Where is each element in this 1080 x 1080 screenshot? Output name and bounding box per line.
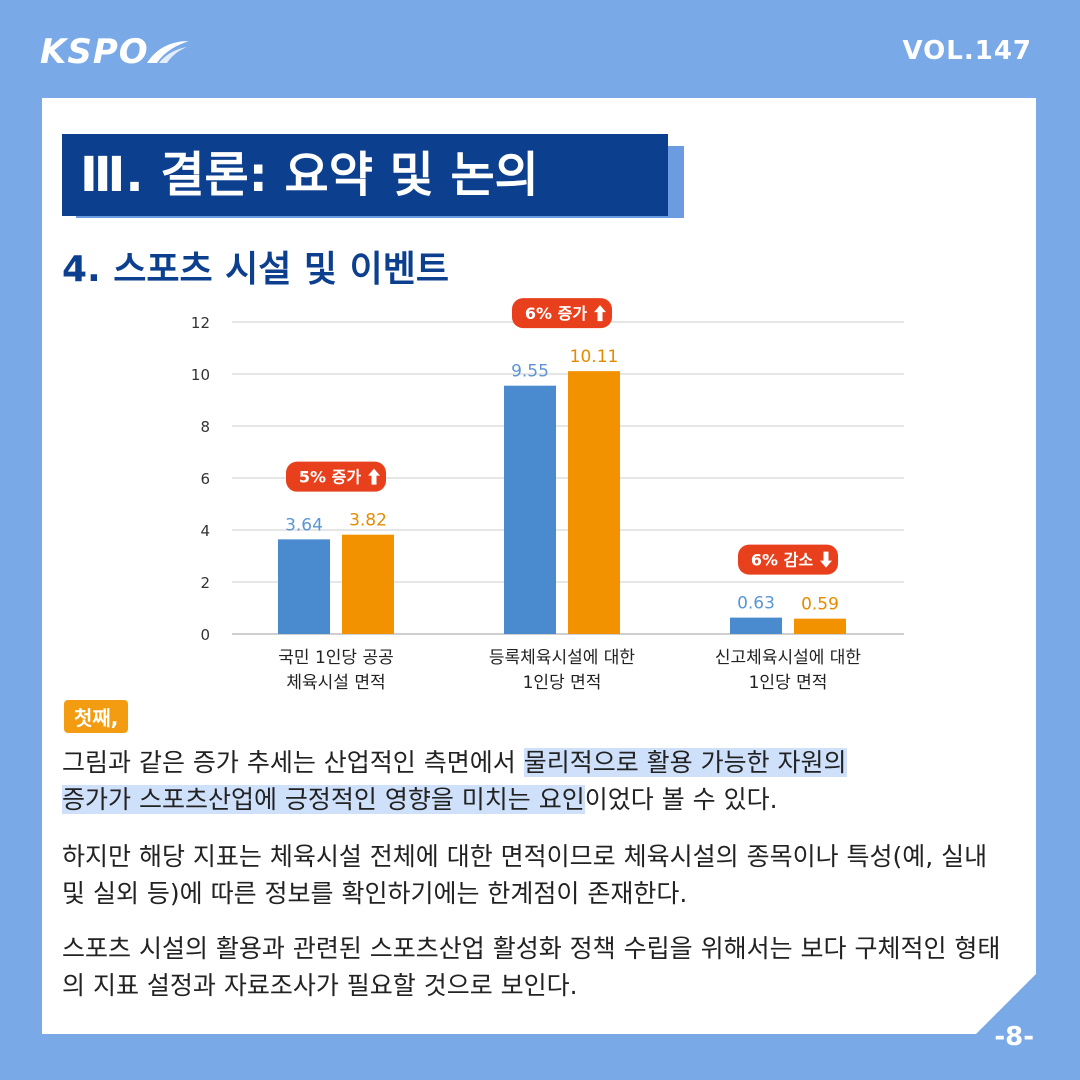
- y-tick-label: 4: [200, 522, 210, 540]
- kspo-logo: KSPO: [40, 30, 191, 74]
- page-number: -8-: [994, 1022, 1034, 1052]
- x-category-label: 체육시설 면적: [286, 673, 385, 693]
- data-label: 3.82: [349, 511, 387, 531]
- subsection-title: 4. 스포츠 시설 및 이벤트: [62, 249, 449, 290]
- bar: [504, 385, 556, 634]
- x-category-label: 신고체육시설에 대한: [715, 648, 862, 668]
- change-badge-label: 6% 감소: [751, 551, 813, 570]
- volume-label: VOL.147: [902, 36, 1032, 66]
- bar: [730, 617, 782, 634]
- data-label: 0.63: [737, 594, 775, 614]
- data-label: 0.59: [801, 595, 839, 615]
- y-tick-label: 0: [200, 626, 210, 644]
- x-category-label: 1인당 면적: [749, 673, 828, 693]
- y-tick-label: 10: [191, 366, 210, 384]
- paragraph-1: 그림과 같은 증가 추세는 산업적인 측면에서 물리적으로 활용 가능한 자원의…: [62, 744, 1002, 818]
- arrow-down-icon: [820, 551, 832, 568]
- change-badge: [512, 298, 612, 329]
- y-tick-label: 6: [200, 470, 210, 488]
- bar: [278, 539, 330, 634]
- bar: [794, 618, 846, 634]
- section-title: Ⅲ. 결론: 요약 및 논의: [62, 134, 684, 218]
- paragraph-1-text-b: 이었다 볼 수 있다.: [584, 785, 778, 814]
- y-tick-label: 8: [200, 418, 210, 436]
- swoosh-icon: [146, 41, 189, 63]
- data-label: 10.11: [570, 347, 619, 367]
- paragraph-3: 스포츠 시설의 활용과 관련된 스포츠산업 활성화 정책 수립을 위해서는 보다…: [62, 934, 1001, 1000]
- logo-text: KSPO: [40, 32, 149, 72]
- paragraph-2: 하지만 해당 지표는 체육시설 전체에 대한 면적이므로 체육시설의 종목이나 …: [62, 842, 988, 908]
- y-tick-label: 12: [191, 314, 210, 332]
- change-badge-label: 6% 증가: [525, 304, 587, 323]
- paragraph-1-text-a: 그림과 같은 증가 추세는 산업적인 측면에서: [62, 748, 524, 777]
- change-badge-label: 5% 증가: [299, 468, 361, 487]
- data-label: 9.55: [511, 362, 549, 382]
- change-badge: [286, 461, 386, 492]
- paragraph-1-highlight-1: 물리적으로 활용 가능한 자원의: [523, 748, 847, 777]
- first-point-badge: 첫째,: [64, 700, 129, 733]
- arrow-up-icon: [594, 305, 606, 322]
- bar: [568, 371, 620, 634]
- bar: [342, 534, 394, 634]
- paragraph-1-highlight-2: 증가가 스포츠산업에 긍정적인 영향을 미치는 요인: [62, 785, 585, 814]
- arrow-up-icon: [368, 468, 380, 485]
- x-category-label: 1인당 면적: [523, 673, 602, 693]
- x-category-label: 국민 1인당 공공: [278, 648, 393, 668]
- section-title-text: Ⅲ. 결론: 요약 및 논의: [62, 134, 668, 216]
- x-category-label: 등록체육시설에 대한: [489, 648, 636, 668]
- data-label: 3.64: [285, 515, 323, 535]
- y-tick-label: 2: [200, 574, 210, 592]
- change-badge: [738, 544, 838, 575]
